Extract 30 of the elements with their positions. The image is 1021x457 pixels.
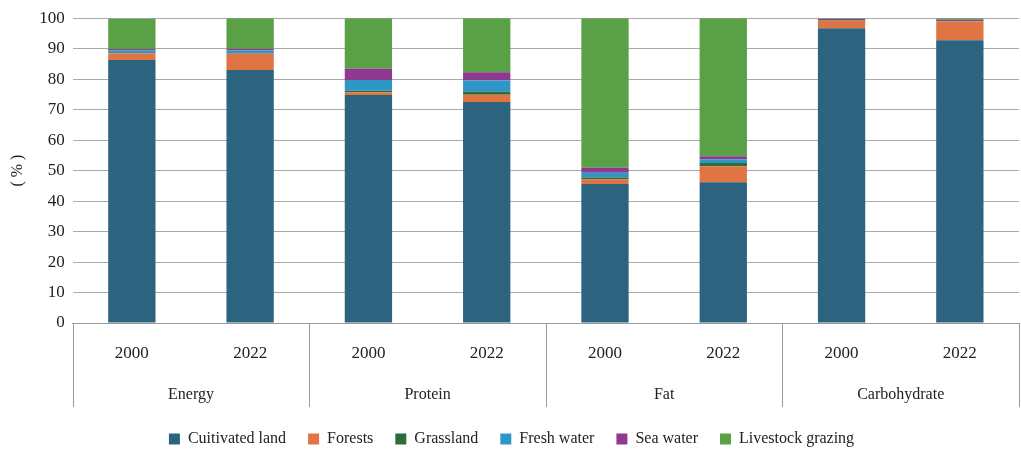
x-tick-label: 2000 [824,342,859,362]
text: Carbohydrate [857,385,945,404]
legend-label: Cuitivated land [187,429,287,447]
y-tick-label: 90 [47,38,65,58]
legend-label: Fresh water [519,429,596,447]
y-tick-label: 30 [47,221,65,241]
x-tick-label: 2000 [587,342,622,362]
y-tick-label: 50 [47,160,65,180]
y-tick-label: 40 [47,190,65,210]
y-tick-label: 70 [47,99,65,119]
y-axis-title: ( % ) [7,154,26,187]
y-tick-label: 60 [47,129,65,149]
x-tick-label: 2022 [233,342,268,362]
legend-label: Livestock grazing [739,429,855,448]
x-tick-label: 2022 [706,342,741,362]
x-tick-label: 2000 [114,342,149,362]
y-tick-label: 100 [39,7,65,27]
text: Energy [168,385,214,404]
text: Protein [404,385,451,403]
legend-label: Forests [327,429,374,447]
y-tick-label: 80 [47,68,65,88]
x-tick-label: 2022 [942,342,977,362]
x-tick-label: 2022 [469,342,504,362]
x-tick-label: 2000 [351,342,386,362]
text: Fat [653,385,675,403]
y-tick-label: 20 [47,251,65,271]
y-tick-label: 10 [47,281,65,301]
y-tick-label: 0 [56,312,65,332]
legend-label: Sea water [635,429,699,447]
legend-label: Grassland [414,429,479,447]
